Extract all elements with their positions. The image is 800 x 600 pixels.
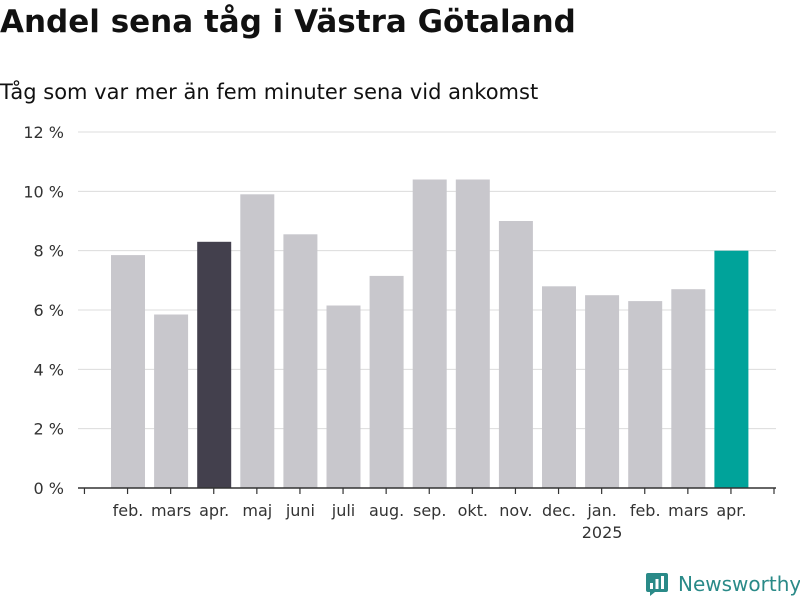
x-year-label: 2025: [582, 523, 623, 542]
x-tick-label: mars: [668, 501, 708, 520]
x-tick-label: mars: [151, 501, 191, 520]
chart-subtitle: Tåg som var mer än fem minuter sena vid …: [0, 80, 539, 104]
bar-9: [455, 179, 490, 488]
y-tick-label: 12 %: [23, 123, 64, 142]
bar-2: [154, 314, 189, 488]
y-tick-label: 0 %: [34, 479, 64, 498]
x-tick-label: sep.: [413, 501, 446, 520]
x-tick-label: apr.: [716, 501, 746, 520]
bar-11: [542, 286, 576, 488]
x-tick-label: maj: [242, 501, 272, 520]
bar-15: [714, 250, 749, 488]
x-tick-label: juli: [331, 501, 355, 520]
y-tick-label: 4 %: [34, 360, 64, 379]
brand-name: Newsworthy: [678, 572, 800, 596]
bar-7: [369, 275, 404, 488]
x-axis-labels: feb. mars apr. maj juni juli aug. sep. okt. nov. d…: [113, 501, 747, 542]
bars: [111, 179, 749, 489]
bar-13: [628, 301, 663, 488]
bar-6: [326, 305, 361, 488]
x-axis: [78, 487, 776, 494]
y-axis-labels: 0 % 2 % 4 % 6 % 8 % 10 % 12 %: [23, 123, 64, 498]
x-tick-label: juni: [285, 501, 315, 520]
y-tick-label: 8 %: [34, 242, 64, 261]
newsworthy-logo: Newsworthy: [644, 569, 800, 599]
bar-5: [283, 234, 318, 488]
x-tick-label: aug.: [369, 501, 404, 520]
x-tick-label: dec.: [542, 501, 576, 520]
chart-title: Andel sena tåg i Västra Götaland: [0, 4, 576, 40]
bar-10: [498, 221, 533, 488]
x-tick-label: feb.: [630, 501, 661, 520]
bar-1: [111, 255, 145, 488]
y-tick-label: 6 %: [34, 301, 64, 320]
bar-12: [585, 295, 620, 488]
x-tick-label: jan.: [586, 501, 616, 520]
bar-8: [412, 179, 447, 488]
bar-3: [197, 241, 232, 488]
x-tick-label: okt.: [458, 501, 488, 520]
y-tick-label: 10 %: [23, 182, 64, 201]
x-tick-label: feb.: [113, 501, 144, 520]
y-tick-label: 2 %: [34, 420, 64, 439]
bar-4: [240, 194, 275, 489]
x-tick-label: nov.: [499, 501, 532, 520]
x-tick-label: apr.: [199, 501, 229, 520]
bar-14: [671, 289, 706, 488]
bar-chart-icon: [646, 573, 668, 596]
